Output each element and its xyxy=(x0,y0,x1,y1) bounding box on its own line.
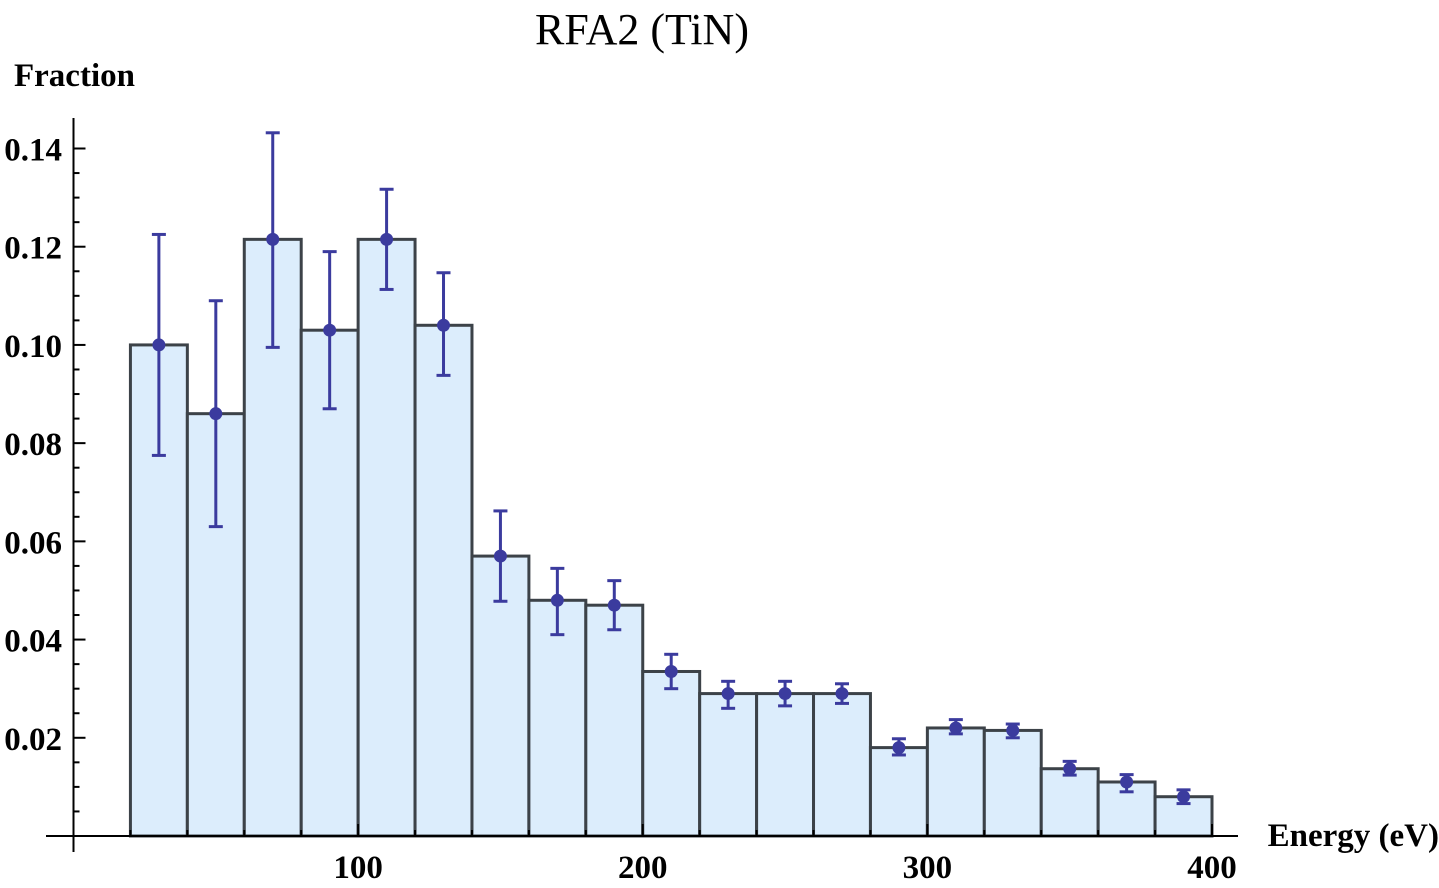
error-bar-17 xyxy=(1062,759,1077,777)
histogram-bar-14 xyxy=(868,746,929,838)
y-axis-label: Fraction xyxy=(14,58,135,94)
y-tick-label-7: 0.14 xyxy=(4,133,62,169)
data-point-11 xyxy=(721,687,735,701)
y-tick-label-2: 0.04 xyxy=(4,624,62,660)
data-point-4 xyxy=(323,323,337,337)
x-axis-label: Energy (eV) xyxy=(1268,818,1439,854)
histogram-bar-16 xyxy=(982,728,1043,838)
error-bar-7 xyxy=(493,509,508,603)
data-point-3 xyxy=(266,232,280,246)
error-bar-9 xyxy=(607,579,622,632)
data-point-15 xyxy=(949,721,963,735)
histogram-bar-13 xyxy=(812,692,872,838)
histogram-bar-8 xyxy=(527,598,588,838)
histogram-bar-6 xyxy=(413,323,474,838)
data-point-9 xyxy=(607,598,621,612)
error-bar-12 xyxy=(778,679,793,708)
error-bar-2 xyxy=(208,299,223,529)
error-bar-3 xyxy=(265,131,280,349)
y-tick-label-4: 0.08 xyxy=(4,427,62,463)
y-tick-label-6: 0.12 xyxy=(4,231,62,267)
data-point-17 xyxy=(1063,762,1077,776)
data-point-2 xyxy=(209,407,223,421)
error-bar-10 xyxy=(664,652,679,691)
data-point-8 xyxy=(550,593,564,607)
error-bar-14 xyxy=(891,737,906,757)
data-point-7 xyxy=(493,549,507,563)
histogram-bar-10 xyxy=(641,669,702,838)
axes-layer: 0.02 0.04 0.06 0.08 0.10 0.12 0.14 100 200 300 400 xyxy=(4,118,1238,886)
histogram-bar-17 xyxy=(1039,767,1100,838)
data-point-14 xyxy=(892,741,906,755)
data-point-18 xyxy=(1120,775,1134,789)
histogram-bar-5 xyxy=(356,237,417,838)
y-tick-label-1: 0.02 xyxy=(4,722,62,758)
histogram-bar-11 xyxy=(698,692,759,838)
data-point-13 xyxy=(835,687,849,701)
data-point-5 xyxy=(380,232,394,246)
error-bar-6 xyxy=(436,271,451,377)
data-point-6 xyxy=(437,318,451,332)
x-tick-label-3: 300 xyxy=(903,850,953,886)
data-point-10 xyxy=(664,664,678,678)
histogram-bar-12 xyxy=(755,692,816,838)
error-bar-15 xyxy=(948,718,963,736)
error-bar-8 xyxy=(550,566,565,637)
data-point-1 xyxy=(152,338,166,352)
error-bar-13 xyxy=(834,682,849,705)
x-tick-label-1: 100 xyxy=(333,850,383,886)
histogram-bar-15 xyxy=(925,726,986,838)
y-tick-label-5: 0.10 xyxy=(4,329,62,365)
error-bar-5 xyxy=(379,187,394,291)
x-tick-label-2: 200 xyxy=(618,850,668,886)
chart-title: RFA2 (TiN) xyxy=(535,5,749,54)
data-point-16 xyxy=(1006,723,1020,737)
y-tick-label-3: 0.06 xyxy=(4,525,62,561)
x-tick-label-4: 400 xyxy=(1187,850,1237,886)
histogram-bar-9 xyxy=(584,603,645,838)
error-bar-19 xyxy=(1176,788,1191,806)
bars-layer xyxy=(128,237,1214,838)
error-bar-11 xyxy=(721,679,736,710)
error-bars-layer xyxy=(151,131,1191,806)
data-point-19 xyxy=(1177,790,1191,804)
error-bar-16 xyxy=(1005,722,1020,740)
error-bar-18 xyxy=(1119,773,1134,794)
error-bar-4 xyxy=(322,250,337,411)
data-point-12 xyxy=(778,687,792,701)
error-bar-1 xyxy=(151,232,166,457)
